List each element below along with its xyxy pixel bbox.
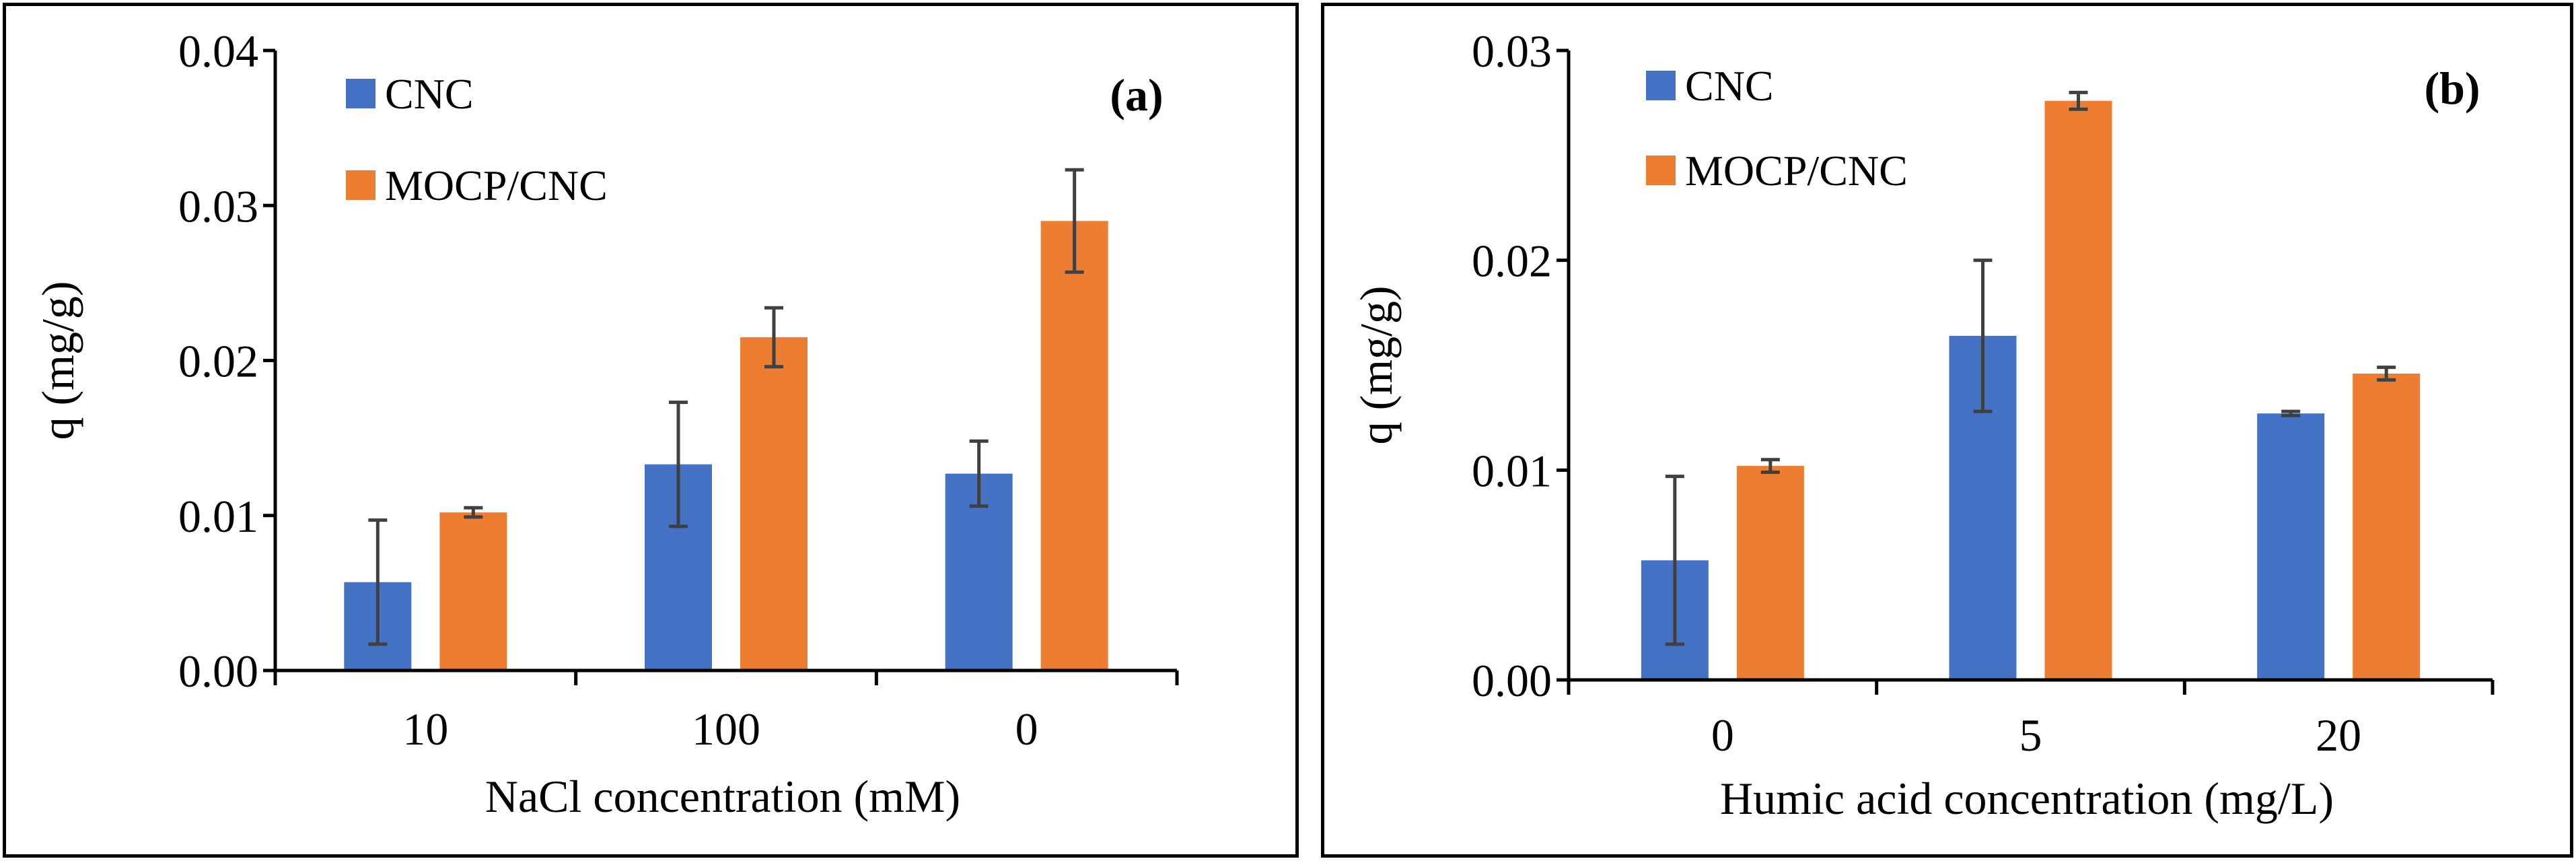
legend-swatch-cnc bbox=[1646, 71, 1676, 100]
y-tick-label: 0.00 bbox=[178, 646, 258, 697]
error-bar-cnc-0 bbox=[1665, 475, 1684, 646]
error-bar-cnc-10 bbox=[368, 518, 388, 646]
error-bar-mocp-10 bbox=[464, 506, 483, 519]
error-bar-cnc-5 bbox=[1973, 259, 1993, 413]
x-tick-label: 0 bbox=[1015, 703, 1038, 755]
legend-label-mocp: MOCP/CNC bbox=[1685, 147, 1908, 195]
legend-swatch-cnc bbox=[346, 79, 375, 108]
error-bar-cnc-100 bbox=[669, 401, 688, 528]
error-bar-mocp-20 bbox=[2377, 366, 2396, 382]
legend-swatch-mocp bbox=[346, 170, 375, 200]
chart-panel-a: 0.00 0.01 0.02 0.03 0.04 10 100 0 NaCl concentra… bbox=[3, 3, 1299, 858]
y-tick-label: 0.04 bbox=[178, 26, 258, 77]
chart-b-svg: 0.00 0.01 0.02 0.03 0 5 20 Humic acid concentra… bbox=[1351, 26, 2495, 824]
x-tick-label: 20 bbox=[2316, 710, 2361, 761]
bar-mocp-10 bbox=[439, 512, 507, 670]
y-axis-title: q (mg/g) bbox=[32, 281, 83, 440]
error-bar-mocp-0 bbox=[1760, 458, 1780, 474]
y-tick-label: 0.00 bbox=[1472, 655, 1552, 706]
x-axis-title: Humic acid concentration (mg/L) bbox=[1720, 773, 2334, 824]
y-tick-label: 0.03 bbox=[178, 180, 258, 232]
legend-label-mocp: MOCP/CNC bbox=[385, 162, 608, 209]
bar-mocp-20 bbox=[2353, 373, 2421, 680]
bar-mocp-100 bbox=[740, 337, 808, 670]
legend-label-cnc: CNC bbox=[1685, 62, 1774, 110]
error-bar-cnc-0 bbox=[969, 439, 989, 508]
error-bar-mocp-5 bbox=[2069, 90, 2088, 111]
y-axis-title: q (mg/g) bbox=[1351, 285, 1402, 444]
bar-mocp-0 bbox=[1736, 466, 1804, 680]
x-tick-label: 10 bbox=[402, 703, 448, 755]
x-axis-title: NaCl concentration (mM) bbox=[485, 771, 960, 822]
x-tick-label: 0 bbox=[1711, 710, 1734, 761]
x-tick-label: 100 bbox=[692, 703, 760, 755]
panel-label: (a) bbox=[1110, 69, 1163, 120]
panel-label: (b) bbox=[2424, 63, 2480, 114]
error-bar-cnc-20 bbox=[2281, 409, 2301, 417]
y-tick-label: 0.02 bbox=[178, 336, 258, 387]
y-tick-label: 0.02 bbox=[1472, 236, 1552, 287]
y-tick-label: 0.01 bbox=[1472, 445, 1552, 496]
legend-swatch-mocp bbox=[1646, 156, 1676, 185]
chart-a-svg: 0.00 0.01 0.02 0.03 0.04 10 100 0 NaCl concentra… bbox=[32, 26, 1179, 822]
bar-mocp-5 bbox=[2044, 100, 2112, 681]
legend-label-cnc: CNC bbox=[385, 70, 474, 118]
bar-cnc-20 bbox=[2257, 413, 2325, 680]
y-tick-label: 0.01 bbox=[178, 491, 258, 542]
error-bar-mocp-0 bbox=[1065, 168, 1084, 274]
x-tick-label: 5 bbox=[2019, 710, 2042, 761]
bar-mocp-0 bbox=[1040, 221, 1108, 670]
error-bar-mocp-100 bbox=[764, 306, 783, 369]
chart-panel-b: 0.00 0.01 0.02 0.03 0 5 20 Humic acid concentra… bbox=[1321, 3, 2573, 858]
y-tick-label: 0.03 bbox=[1472, 26, 1552, 77]
